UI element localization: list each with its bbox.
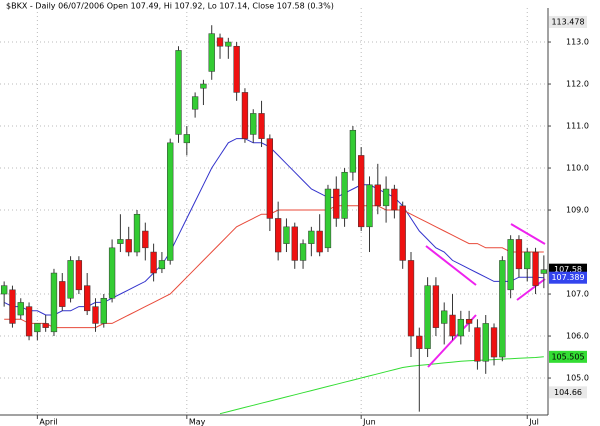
x-tick-label: Jun <box>362 418 376 426</box>
candle-body <box>17 302 24 316</box>
candle-body <box>283 226 290 244</box>
candle-body <box>183 134 190 144</box>
candle-body <box>125 239 132 253</box>
candle-body <box>499 260 506 358</box>
y-tick-label: 112.0 <box>566 80 589 89</box>
chart-title: $BKX - Daily 06/07/2006 Open 107.49, Hi … <box>6 2 334 11</box>
candle-body <box>117 239 124 244</box>
candle-body <box>299 243 307 261</box>
x-tick-label: May <box>189 418 206 426</box>
candle-body <box>208 33 215 72</box>
candle-body <box>532 251 539 286</box>
candle-body <box>150 251 157 274</box>
moving-average-line <box>219 356 544 415</box>
candle-body <box>524 251 531 270</box>
candle-body <box>133 213 141 253</box>
candle-body <box>457 318 464 337</box>
candle-body <box>274 218 282 253</box>
candle-body <box>374 184 381 207</box>
candle-body <box>474 327 481 362</box>
candle-body <box>100 297 107 324</box>
candle-body <box>324 188 332 249</box>
candle-body <box>59 281 66 307</box>
candle-body <box>308 230 315 244</box>
candle-body <box>449 314 456 337</box>
candle-body <box>258 113 265 139</box>
trendline <box>510 223 546 245</box>
candle-body <box>291 226 298 261</box>
candle-body <box>416 335 423 349</box>
candle-body <box>175 50 182 135</box>
candle-body <box>266 138 274 219</box>
candle-body <box>482 323 489 362</box>
candle-body <box>216 37 224 47</box>
candle-body <box>366 184 373 228</box>
candle-body <box>349 129 357 173</box>
candle-body <box>50 272 58 333</box>
candle-body <box>490 327 498 358</box>
candle-body <box>25 306 33 337</box>
candle-body <box>75 260 83 291</box>
candle-body <box>382 188 390 207</box>
price-label-box <box>549 15 587 28</box>
candle-body <box>34 323 41 333</box>
trendlines <box>425 223 546 368</box>
candle-body <box>432 285 440 328</box>
candle-body <box>333 188 340 219</box>
candle-body <box>225 41 232 47</box>
moving-average-line <box>3 138 544 316</box>
candle-body <box>9 289 16 324</box>
candle-body <box>391 188 398 211</box>
y-tick-label: 106.0 <box>566 332 589 341</box>
candle-body <box>441 310 448 324</box>
candle-body <box>241 92 249 139</box>
candle-body <box>67 260 74 299</box>
candle-body <box>465 318 473 324</box>
candle-body <box>250 113 257 135</box>
y-tick-label: 107.0 <box>566 290 589 299</box>
candle-body <box>142 230 149 249</box>
candle-body <box>341 171 348 219</box>
candle-body <box>108 247 116 299</box>
candle-body <box>358 155 365 228</box>
candle-body <box>158 260 166 270</box>
moving-average-line <box>4 205 544 329</box>
y-tick-label: 109.0 <box>566 206 589 215</box>
candle-body <box>92 306 99 324</box>
x-tick-label: Jul <box>528 418 539 426</box>
candle-body <box>424 285 431 349</box>
candle-body <box>0 285 8 295</box>
price-label-box <box>549 350 587 363</box>
price-label-box <box>549 386 587 399</box>
candle-body <box>233 45 240 93</box>
price-label: 113.478 <box>551 17 584 26</box>
trendline <box>516 278 546 301</box>
candle-body <box>316 230 323 253</box>
candle-body <box>200 83 207 89</box>
candle-body <box>540 269 548 274</box>
candle-body <box>399 205 406 261</box>
x-tick-label: April <box>39 418 57 426</box>
candle-body <box>42 323 49 328</box>
y-tick-label: 110.0 <box>566 164 589 173</box>
trendline <box>425 245 477 286</box>
y-tick-label: 113.0 <box>566 38 589 47</box>
price-label: 107.58 <box>554 265 582 274</box>
price-label: 105.505 <box>551 352 584 361</box>
price-label: 104.66 <box>554 388 582 397</box>
y-tick-label: 105.0 <box>566 374 589 383</box>
candle-body <box>84 285 91 312</box>
price-label-box <box>549 271 587 284</box>
candle-body <box>507 239 514 291</box>
y-tick-label: 111.0 <box>566 122 589 131</box>
price-label: 107.389 <box>551 273 584 282</box>
candle-body <box>515 239 523 270</box>
candle-body <box>167 142 174 261</box>
candle-body <box>191 96 199 110</box>
candle-body <box>407 260 415 337</box>
